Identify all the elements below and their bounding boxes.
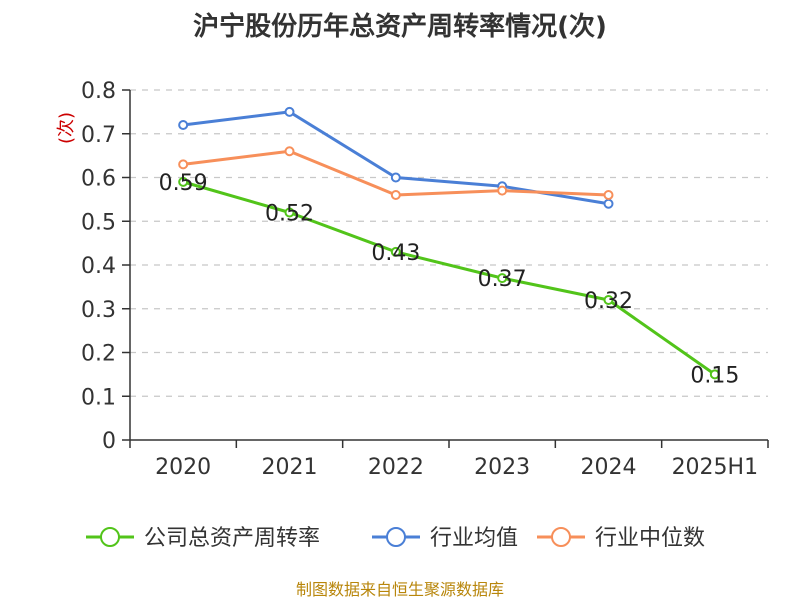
data-label: 0.52 (265, 202, 314, 227)
x-tick-label: 2022 (368, 455, 424, 480)
data-label: 0.59 (159, 171, 208, 196)
axes (122, 89, 769, 448)
data-labels: 0.59 0.52 0.43 0.37 0.32 0.15 (159, 171, 740, 389)
data-label: 0.15 (690, 363, 739, 388)
data-point (390, 190, 401, 200)
gridlines (130, 89, 768, 397)
data-point (497, 273, 508, 284)
x-tick-label: 2021 (262, 455, 318, 480)
data-point (603, 198, 614, 209)
data-point (178, 120, 189, 130)
y-tick-label: 0.7 (81, 123, 116, 148)
legend: 公司总资产周转率 行业均值 行业中位数 (86, 526, 705, 551)
series-line (182, 180, 716, 376)
legend-marker (551, 527, 571, 547)
y-ticks: 0 0.1 0.2 0.3 0.4 0.5 0.6 0.7 0.8 (81, 79, 116, 454)
x-tick-label: 2020 (155, 455, 211, 480)
data-point (709, 369, 720, 380)
series-layer (178, 106, 720, 380)
y-tick-label: 0 (102, 429, 116, 454)
y-tick-label: 0.3 (81, 298, 116, 323)
y-axis-label: (次) (56, 112, 77, 144)
x-tick-label: 2025H1 (672, 455, 759, 480)
legend-label: 行业中位数 (595, 526, 705, 551)
data-point (497, 185, 508, 196)
legend-label: 行业均值 (430, 526, 518, 551)
chart-title: 沪宁股份历年总资产周转率情况(次) (193, 11, 607, 42)
x-tick-label: 2023 (474, 455, 530, 480)
data-point (603, 295, 614, 305)
y-tick-label: 0.4 (81, 254, 116, 279)
y-tick-label: 0.2 (81, 342, 116, 367)
data-point (284, 106, 295, 117)
data-point (178, 176, 189, 187)
data-label: 0.37 (478, 267, 527, 292)
y-tick-label: 0.1 (81, 385, 116, 410)
data-point (284, 207, 295, 218)
y-tick-label: 0.8 (81, 79, 116, 104)
data-point (390, 172, 401, 183)
data-point (603, 190, 614, 200)
x-tick-label: 2024 (581, 455, 637, 480)
data-point (284, 146, 295, 157)
data-label: 0.43 (371, 241, 420, 266)
data-point (390, 246, 401, 257)
y-tick-label: 0.6 (81, 167, 116, 192)
legend-marker (386, 527, 406, 547)
data-label: 0.32 (584, 289, 633, 314)
y-tick-label: 0.5 (81, 210, 116, 235)
legend-marker (100, 527, 120, 547)
source-note: 制图数据来自恒生聚源数据库 (296, 580, 504, 599)
data-point (178, 159, 189, 170)
x-ticks: 2020 2021 2022 2023 2024 2025H1 (155, 455, 758, 480)
legend-label: 公司总资产周转率 (144, 526, 320, 551)
